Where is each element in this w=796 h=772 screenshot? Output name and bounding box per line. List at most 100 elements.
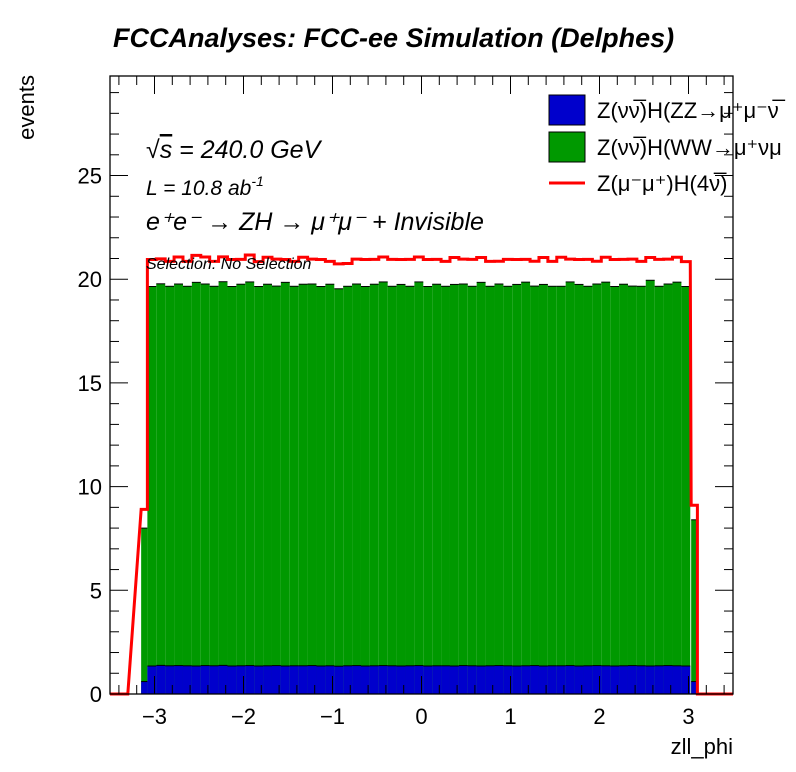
histogram-bar: [174, 284, 183, 694]
histogram-bar: [307, 665, 317, 694]
histogram-bar: [512, 284, 522, 694]
histogram-bar: [458, 284, 468, 694]
histogram-bar: [672, 665, 682, 694]
histogram-bar: [280, 282, 290, 694]
histogram-bar: [530, 286, 539, 694]
histogram-bar: [610, 666, 620, 694]
histogram-bar: [289, 286, 299, 694]
histogram-bar: [325, 665, 335, 694]
histogram-bar: [601, 282, 611, 694]
histogram-bar: [369, 665, 379, 694]
histogram-bar: [236, 665, 246, 694]
histogram-bar: [200, 665, 210, 694]
y-axis-label: events: [14, 75, 39, 140]
x-tick-label: 2: [593, 704, 605, 729]
histogram-bar: [432, 665, 442, 694]
histogram-bar: [547, 665, 557, 694]
histogram-bar: [343, 286, 353, 694]
histogram-bar: [325, 284, 335, 694]
annotation-energy-s: s: [160, 136, 173, 164]
histogram-bar: [583, 665, 593, 694]
histogram-bar: [218, 665, 228, 694]
histogram-bar: [174, 665, 183, 694]
histogram-bar: [271, 665, 281, 694]
histogram-bar: [227, 666, 237, 694]
histogram-bar: [352, 665, 361, 694]
y-tick-label: 10: [78, 475, 102, 500]
annotation-luminosity: L = 10.8 ab-1: [146, 173, 264, 200]
histogram-bar: [271, 286, 281, 694]
histogram-bar: [556, 665, 566, 694]
histogram-bar: [414, 665, 424, 694]
histogram-bar: [396, 666, 406, 694]
histogram-bar: [503, 665, 513, 694]
legend-item: Z(μ⁻μ⁺)H(4ν̅): [549, 171, 727, 196]
histogram-bar: [538, 666, 548, 694]
histogram-bar: [414, 281, 424, 694]
y-tick-label: 25: [78, 164, 102, 189]
histogram-bar: [565, 665, 575, 694]
x-tick-label: 0: [415, 704, 427, 729]
histogram-bar: [556, 286, 566, 694]
axis-ticks: [110, 76, 733, 695]
histogram-bar: [405, 286, 415, 694]
histogram-bar: [227, 286, 237, 694]
histogram-bar: [574, 284, 584, 694]
histogram-bar: [441, 665, 450, 694]
x-tick-label: 1: [504, 704, 516, 729]
histogram-bar: [521, 665, 531, 694]
x-tick-label: −3: [142, 704, 167, 729]
histogram-bar: [182, 665, 192, 694]
histogram-bar: [592, 665, 602, 694]
histogram-bar: [289, 665, 299, 694]
histogram-bar: [218, 281, 228, 694]
plot-area: [109, 75, 734, 696]
histogram-bar: [245, 665, 255, 694]
annotation-lumi-base: L = 10.8 ab: [146, 177, 252, 200]
y-tick-label: 20: [78, 267, 102, 292]
annotation-energy: √s = 240.0 GeV: [146, 136, 323, 164]
histogram-bar: [619, 284, 628, 694]
histogram-bar: [654, 665, 664, 694]
legend-label: Z(νν̅)H(ZZ→μ⁺μ⁻ν̅: [597, 98, 786, 123]
histogram-bar: [574, 666, 584, 694]
histogram-bar: [663, 665, 673, 694]
histogram-bar: [360, 286, 370, 694]
histogram-bar: [654, 286, 664, 694]
histogram-bar: [165, 286, 175, 694]
histogram-bar: [263, 284, 272, 694]
histogram-bar: [565, 281, 575, 694]
histogram-bar: [200, 284, 210, 694]
histogram-bar: [619, 665, 628, 694]
histogram-line: [110, 253, 733, 696]
histogram-bar: [441, 286, 450, 694]
histogram-bar: [467, 286, 477, 694]
histogram-bar: [263, 665, 272, 694]
histogram-series-line: [110, 253, 733, 696]
histogram-bar: [547, 286, 557, 694]
histogram-bar: [610, 286, 620, 694]
legend-item: Z(νν̅)H(WW→μ⁺νμ: [548, 131, 782, 163]
histogram-bar: [485, 665, 495, 694]
histogram-bar: [334, 666, 344, 694]
histogram-bar: [191, 282, 201, 694]
y-tick-label: 5: [90, 578, 102, 603]
histogram-bar: [627, 665, 637, 694]
histogram-bar: [191, 666, 201, 694]
histogram-bar: [156, 665, 166, 694]
histogram-bar: [530, 665, 539, 694]
histogram-bar: [663, 284, 673, 694]
histogram-bar: [476, 666, 486, 694]
histogram-bar: [254, 286, 264, 694]
legend-swatch: [548, 94, 586, 126]
x-tick-label: −1: [320, 704, 345, 729]
histogram-bar: [681, 666, 691, 694]
y-tick-labels: 0 5 10 15 20 25: [78, 164, 102, 707]
histogram-bar: [521, 282, 531, 694]
legend: Z(νν̅)H(ZZ→μ⁺μ⁻ν̅ Z(νν̅)H(WW→μ⁺νμ Z(μ⁻μ⁺)H…: [548, 94, 786, 196]
histogram-bar: [352, 284, 361, 694]
y-tick-label: 15: [78, 371, 102, 396]
histogram-bar: [691, 519, 698, 694]
chart-title: FCCAnalyses: FCC-ee Simulation (Delphes): [113, 23, 674, 53]
